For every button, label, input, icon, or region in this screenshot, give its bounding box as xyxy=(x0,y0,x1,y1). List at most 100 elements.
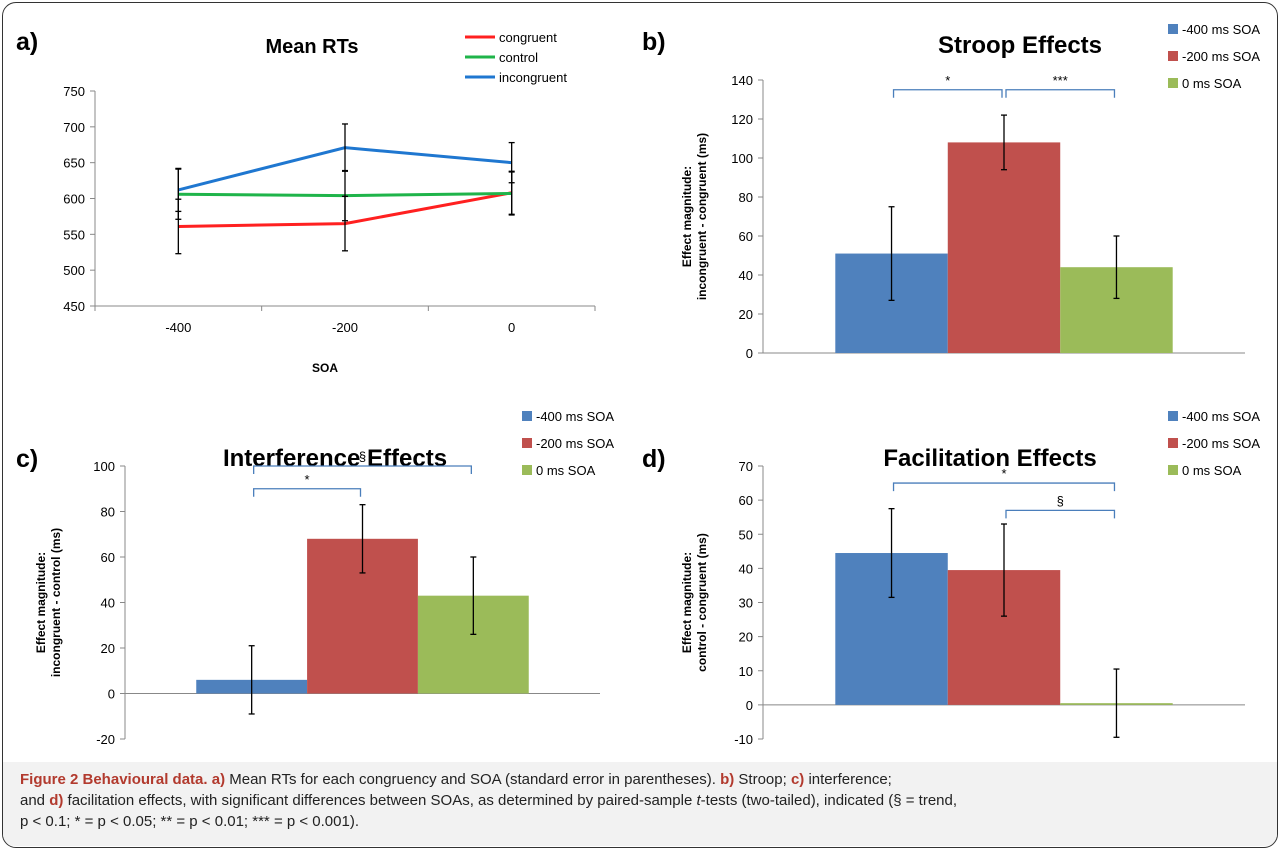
legend-swatch--200-ms-SOA xyxy=(1168,438,1178,448)
significance-bracket xyxy=(892,482,1116,492)
panel-a-mean-rts: a) Mean RTs 450 500 550 600 650 700 750 -400 -200 0… xyxy=(16,28,596,375)
caption-text-d2: -tests (two-tailed), indicated (§ = tren… xyxy=(700,792,958,809)
caption-text-c: interference; xyxy=(804,771,892,788)
x-axis-title: SOA xyxy=(312,361,338,375)
y-tick-label: 10 xyxy=(739,664,753,679)
y-tick-label: 30 xyxy=(739,596,753,611)
caption-label-c: c) xyxy=(790,771,805,788)
legend-swatch-0-ms-SOA xyxy=(1168,78,1178,88)
y-tick-label: 40 xyxy=(739,268,753,283)
significance-label: * xyxy=(305,472,310,487)
y-tick-label: 20 xyxy=(739,307,753,322)
caption-t-italic: t xyxy=(696,792,701,809)
significance-label: § xyxy=(1057,493,1064,508)
significance-bracket xyxy=(1005,509,1116,519)
legend-label--200-ms-SOA: -200 ms SOA xyxy=(536,436,614,451)
y-axis-title-line: Effect magnitude: xyxy=(34,552,48,653)
chart-title: Stroop Effects xyxy=(938,32,1102,59)
caption-head: Figure 2 Behavioural data. xyxy=(20,771,208,788)
caption-text-b: Stroop; xyxy=(734,771,791,788)
y-axis-title-line: Effect magnitude: xyxy=(680,552,694,653)
y-tick-label: 80 xyxy=(739,190,753,205)
y-tick-label: 140 xyxy=(731,73,753,88)
figure-caption: Figure 2 Behavioural data. a) Mean RTs f… xyxy=(20,769,1270,832)
caption-background xyxy=(3,762,1277,846)
y-axis-title-line: control - congruent (ms) xyxy=(695,533,709,672)
y-tick-label: 20 xyxy=(739,630,753,645)
panel-c-interference-effects: c) Interference Effects -20 0 20 40 60 80 100 Eff… xyxy=(16,409,614,747)
caption-text-d: facilitation effects, with significant d… xyxy=(63,792,697,809)
legend-swatch--400-ms-SOA xyxy=(1168,24,1178,34)
legend-label-0-ms-SOA: 0 ms SOA xyxy=(1182,76,1242,91)
y-axis-title-line: Effect magnitude: xyxy=(680,166,694,267)
legend-label-control: control xyxy=(499,50,538,65)
legend-swatch--200-ms-SOA xyxy=(1168,51,1178,61)
y-tick-label: 40 xyxy=(101,596,115,611)
significance-label: § xyxy=(359,449,366,464)
y-axis-title: Effect magnitude:incongruent - control (… xyxy=(34,528,63,677)
caption-line-2: and d) facilitation effects, with signif… xyxy=(20,790,1270,811)
y-tick-label: 500 xyxy=(63,263,85,278)
y-tick-label: 100 xyxy=(731,151,753,166)
legend-label-0-ms-SOA: 0 ms SOA xyxy=(1182,463,1242,478)
x-tick-label: -400 xyxy=(165,320,191,335)
legend-label--400-ms-SOA: -400 ms SOA xyxy=(1182,409,1260,424)
significance-bracket xyxy=(892,89,1003,98)
chart-title: Mean RTs xyxy=(266,36,359,58)
y-tick-label: 60 xyxy=(739,229,753,244)
caption-line-3: p < 0.1; * = p < 0.05; ** = p < 0.01; **… xyxy=(20,813,360,830)
legend-label-0-ms-SOA: 0 ms SOA xyxy=(536,463,596,478)
y-tick-label: 120 xyxy=(731,112,753,127)
significance-bracket xyxy=(253,465,472,474)
caption-label-d: d) xyxy=(49,792,64,809)
y-tick-label: 750 xyxy=(63,84,85,99)
significance-label: * xyxy=(945,73,950,88)
y-axis-title: Effect magnitude:incongruent - congruent… xyxy=(680,133,709,300)
legend-label-incongruent: incongruent xyxy=(499,70,567,85)
y-tick-label: 40 xyxy=(739,561,753,576)
y-tick-label: 50 xyxy=(739,527,753,542)
panel-label: d) xyxy=(642,445,666,473)
caption-text-a: Mean RTs for each congruency and SOA (st… xyxy=(225,771,721,788)
panel-b-stroop-effects: b) Stroop Effects 0 20 40 60 80 100 120 140 Effect… xyxy=(642,22,1260,361)
y-axis-title-line: incongruent - congruent (ms) xyxy=(695,133,709,300)
caption-line2-pre: and xyxy=(20,792,50,809)
significance-label: *** xyxy=(1053,73,1068,88)
legend-swatch-0-ms-SOA xyxy=(522,465,532,475)
legend-label--400-ms-SOA: -400 ms SOA xyxy=(536,409,614,424)
y-tick-label: 600 xyxy=(63,192,85,207)
significance-label: * xyxy=(1001,466,1006,481)
panel-d-facilitation-effects: d) Facilitation Effects -10 0 10 20 30 40 50 60 70… xyxy=(642,409,1260,747)
caption-line-1: Figure 2 Behavioural data. a) Mean RTs f… xyxy=(20,769,1270,790)
y-tick-label: 0 xyxy=(108,687,115,702)
legend-label--200-ms-SOA: -200 ms SOA xyxy=(1182,49,1260,64)
bar--200-ms-SOA xyxy=(947,142,1061,353)
significance-bracket xyxy=(253,488,362,497)
y-tick-label: 20 xyxy=(101,641,115,656)
legend-label-congruent: congruent xyxy=(499,30,557,45)
legend-swatch-0-ms-SOA xyxy=(1168,465,1178,475)
y-tick-label: -10 xyxy=(734,732,753,747)
y-axis-title-line: incongruent - control (ms) xyxy=(49,528,63,677)
chart-title: Interference Effects xyxy=(223,445,447,472)
caption-label-a: a) xyxy=(211,771,226,788)
y-tick-label: 60 xyxy=(101,550,115,565)
y-tick-label: 60 xyxy=(739,493,753,508)
panel-label: a) xyxy=(16,28,38,56)
y-tick-label: 700 xyxy=(63,120,85,135)
y-tick-label: 650 xyxy=(63,156,85,171)
x-tick-label: -200 xyxy=(332,320,358,335)
y-axis-title: Effect magnitude:control - congruent (ms… xyxy=(680,533,709,672)
y-tick-label: 100 xyxy=(93,459,115,474)
y-tick-label: 80 xyxy=(101,505,115,520)
y-tick-label: 550 xyxy=(63,227,85,242)
legend-swatch--400-ms-SOA xyxy=(522,411,532,421)
y-tick-label: 70 xyxy=(739,459,753,474)
y-tick-label: -20 xyxy=(96,732,115,747)
legend-swatch--400-ms-SOA xyxy=(1168,411,1178,421)
legend-label--200-ms-SOA: -200 ms SOA xyxy=(1182,436,1260,451)
y-tick-label: 0 xyxy=(746,346,753,361)
caption-label-b: b) xyxy=(720,771,735,788)
